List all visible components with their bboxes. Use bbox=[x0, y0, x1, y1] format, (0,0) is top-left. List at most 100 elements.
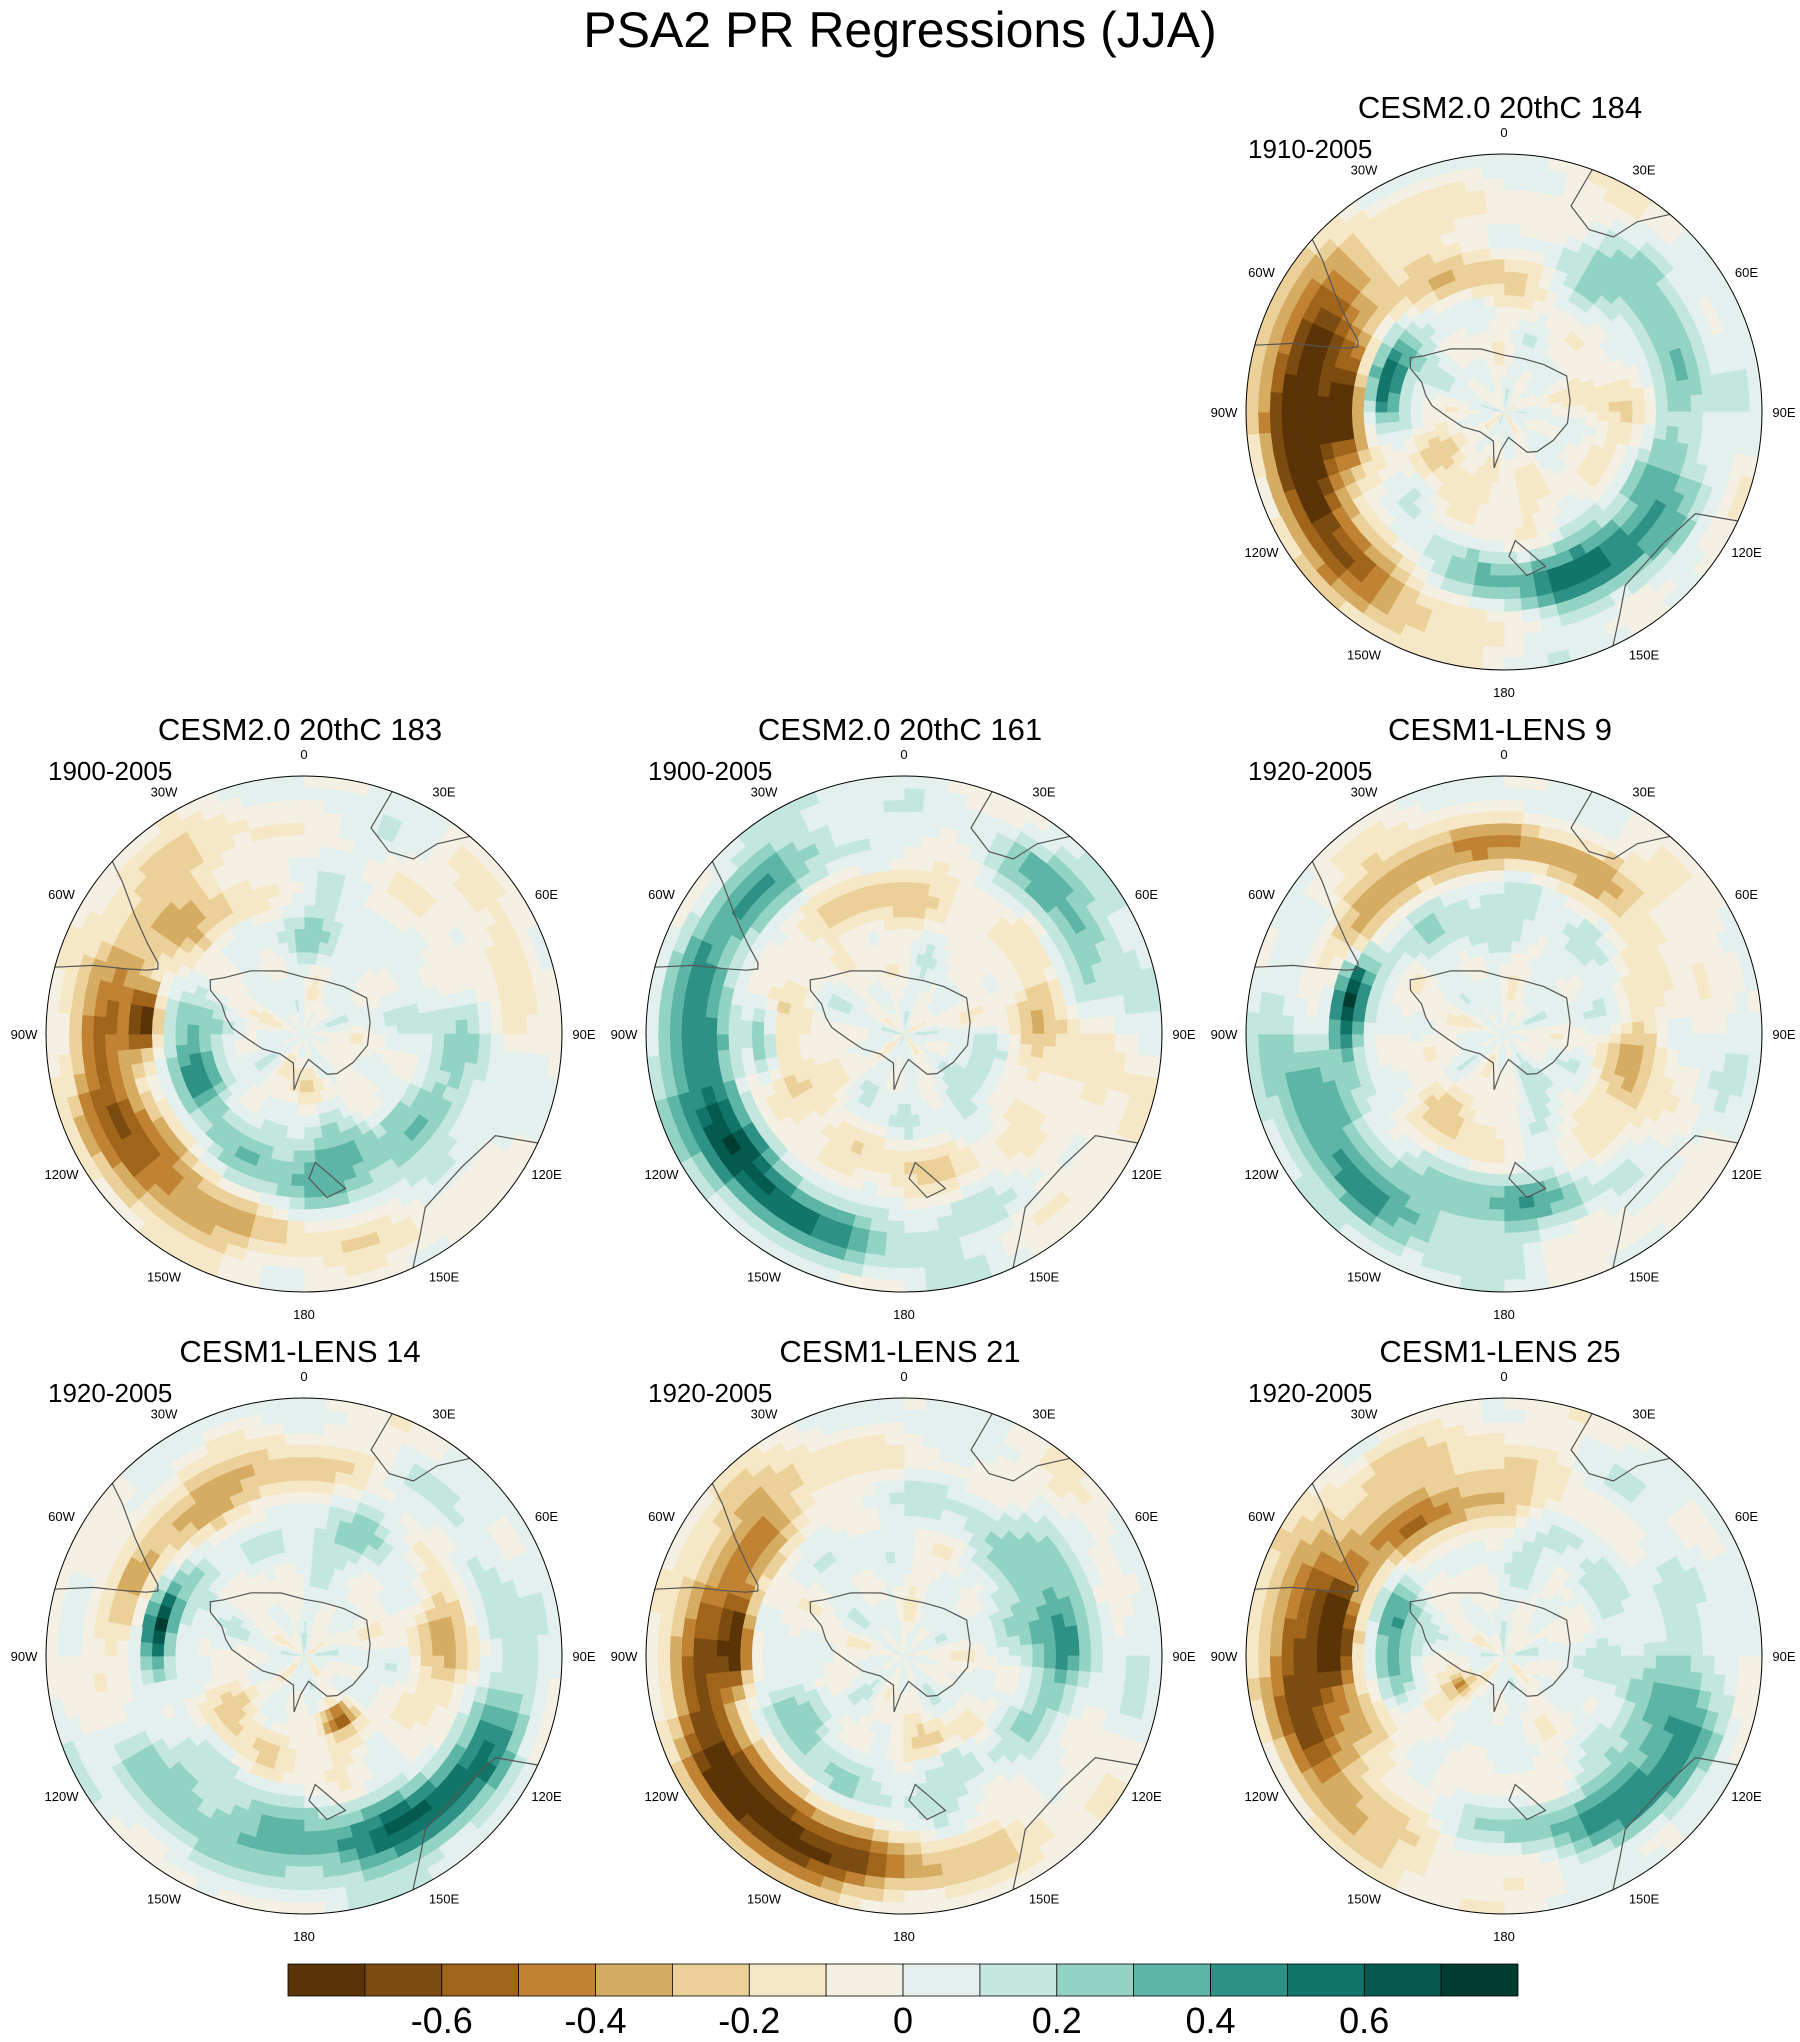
longitude-label: 90W bbox=[1211, 405, 1238, 420]
longitude-label: 30E bbox=[432, 1407, 455, 1422]
colorbar-tick-label: 0.6 bbox=[1339, 2000, 1390, 2041]
panel-period: 1920-2005 bbox=[1248, 1378, 1373, 1408]
longitude-label: 0 bbox=[300, 1369, 307, 1384]
polar-map: 0 30E 60E 90E 120E 150E 180 150W 120W 90W 60W 30W bbox=[1211, 747, 1796, 1322]
precip-field bbox=[1246, 154, 1762, 670]
colorbar-segment bbox=[902, 1963, 981, 1997]
map-border bbox=[45, 775, 563, 1293]
longitude-label: 120W bbox=[645, 1789, 680, 1804]
longitude-label: 150W bbox=[747, 1892, 782, 1907]
longitude-label: 60W bbox=[48, 887, 75, 902]
longitude-label: 30W bbox=[151, 1407, 178, 1422]
figure-title: PSA2 PR Regressions (JJA) bbox=[583, 2, 1217, 58]
longitude-label: 60E bbox=[1735, 887, 1758, 902]
longitude-label: 150W bbox=[747, 1270, 782, 1285]
longitude-label: 120W bbox=[645, 1167, 680, 1182]
map-panel: CESM1-LENS 14 1920-2005 0 30E 60E 90E 120E 150E… bbox=[0, 1334, 600, 1944]
longitude-label: 120E bbox=[1731, 1789, 1762, 1804]
precip-field bbox=[646, 1398, 1162, 1914]
panel-title: CESM2.0 20thC 161 bbox=[757, 712, 1043, 747]
longitude-label: 120W bbox=[1245, 1167, 1280, 1182]
longitude-label: 0 bbox=[1500, 747, 1507, 762]
longitude-label: 90W bbox=[11, 1027, 38, 1042]
longitude-label: 150E bbox=[1029, 1270, 1060, 1285]
longitude-label: 30E bbox=[1632, 163, 1655, 178]
map-border bbox=[1245, 153, 1763, 671]
longitude-label: 30W bbox=[1351, 163, 1378, 178]
longitude-label: 90E bbox=[1772, 405, 1795, 420]
longitude-label: 90E bbox=[1172, 1027, 1195, 1042]
longitude-label: 60E bbox=[1735, 1509, 1758, 1524]
longitude-label: 90E bbox=[572, 1027, 595, 1042]
longitude-label: 150E bbox=[1029, 1892, 1060, 1907]
colorbar-tick-label: -0.2 bbox=[718, 2000, 781, 2041]
longitude-label: 150W bbox=[147, 1892, 182, 1907]
map-border bbox=[1245, 1397, 1763, 1915]
polar-map: 0 30E 60E 90E 120E 150E 180 150W 120W 90W 60W 30W bbox=[1211, 1369, 1796, 1944]
panel-period: 1920-2005 bbox=[648, 1378, 773, 1408]
longitude-label: 60W bbox=[1248, 887, 1275, 902]
colorbar-segment bbox=[1133, 1963, 1211, 1997]
polar-map: 0 30E 60E 90E 120E 150E 180 150W 120W 90W 60W 30W bbox=[11, 747, 596, 1322]
longitude-label: 120W bbox=[1245, 545, 1280, 560]
longitude-label: 30W bbox=[151, 785, 178, 800]
longitude-label: 180 bbox=[1493, 1307, 1515, 1322]
longitude-label: 60W bbox=[1248, 1509, 1275, 1524]
longitude-label: 30W bbox=[1351, 785, 1378, 800]
panel-title: CESM1-LENS 25 bbox=[1379, 1334, 1621, 1369]
longitude-label: 150W bbox=[1347, 1270, 1382, 1285]
longitude-label: 120W bbox=[1245, 1789, 1280, 1804]
longitude-label: 30E bbox=[1632, 1407, 1655, 1422]
longitude-label: 60E bbox=[1735, 265, 1758, 280]
longitude-label: 90E bbox=[1772, 1027, 1795, 1042]
colorbar-segment bbox=[1363, 1963, 1442, 1997]
map-border bbox=[645, 775, 1163, 1293]
longitude-label: 150E bbox=[1629, 1892, 1660, 1907]
longitude-label: 180 bbox=[293, 1307, 315, 1322]
longitude-label: 150E bbox=[1629, 648, 1660, 663]
longitude-label: 30W bbox=[751, 785, 778, 800]
colorbar-segment bbox=[1056, 1963, 1135, 1997]
longitude-label: 30E bbox=[432, 785, 455, 800]
colorbar-tick-label: 0.2 bbox=[1031, 2000, 1082, 2041]
panel-period: 1910-2005 bbox=[1248, 134, 1373, 164]
longitude-label: 60W bbox=[1248, 265, 1275, 280]
colorbar-tick-label: 0 bbox=[892, 2000, 914, 2041]
colorbar-segment bbox=[825, 1963, 904, 1997]
colorbar-segment bbox=[287, 1963, 366, 1997]
colorbar-segment bbox=[1440, 1963, 1519, 1997]
polar-map: 0 30E 60E 90E 120E 150E 180 150W 120W 90W 60W 30W bbox=[611, 747, 1196, 1322]
longitude-label: 180 bbox=[293, 1929, 315, 1944]
colorbar-segment bbox=[672, 1963, 750, 1997]
longitude-label: 120E bbox=[531, 1789, 562, 1804]
colorbar-segment bbox=[748, 1963, 827, 1997]
colorbar-segment bbox=[441, 1963, 520, 1997]
longitude-label: 30W bbox=[1351, 1407, 1378, 1422]
longitude-label: 150W bbox=[147, 1270, 182, 1285]
longitude-label: 90E bbox=[1772, 1649, 1795, 1664]
panel-title: CESM2.0 20thC 183 bbox=[157, 712, 443, 747]
longitude-label: 120E bbox=[1131, 1167, 1162, 1182]
longitude-label: 0 bbox=[1500, 125, 1507, 140]
longitude-label: 150E bbox=[429, 1270, 460, 1285]
longitude-label: 120E bbox=[1131, 1789, 1162, 1804]
longitude-label: 120E bbox=[531, 1167, 562, 1182]
longitude-label: 0 bbox=[300, 747, 307, 762]
longitude-label: 60W bbox=[648, 887, 675, 902]
longitude-label: 30W bbox=[751, 1407, 778, 1422]
longitude-label: 90W bbox=[1211, 1649, 1238, 1664]
longitude-label: 0 bbox=[900, 747, 907, 762]
colorbar-segment bbox=[595, 1963, 673, 1997]
longitude-label: 120E bbox=[1731, 545, 1762, 560]
map-panel: CESM2.0 20thC 161 1900-2005 0 30E 60E 90E 120E… bbox=[600, 712, 1200, 1322]
map-panel: CESM1-LENS 21 1920-2005 0 30E 60E 90E 120E 150E… bbox=[600, 1334, 1200, 1944]
colorbar-segment bbox=[364, 1963, 443, 1997]
longitude-label: 180 bbox=[893, 1929, 915, 1944]
polar-map: 0 30E 60E 90E 120E 150E 180 150W 120W 90W 60W 30W bbox=[611, 1369, 1196, 1944]
precip-field bbox=[646, 776, 1162, 1292]
colorbar-segment bbox=[1210, 1963, 1288, 1997]
map-panel: CESM1-LENS 25 1920-2005 0 30E 60E 90E 120E 150E… bbox=[1200, 1334, 1800, 1944]
colorbar-tick-label: -0.6 bbox=[410, 2000, 473, 2041]
panel-period: 1920-2005 bbox=[48, 1378, 173, 1408]
